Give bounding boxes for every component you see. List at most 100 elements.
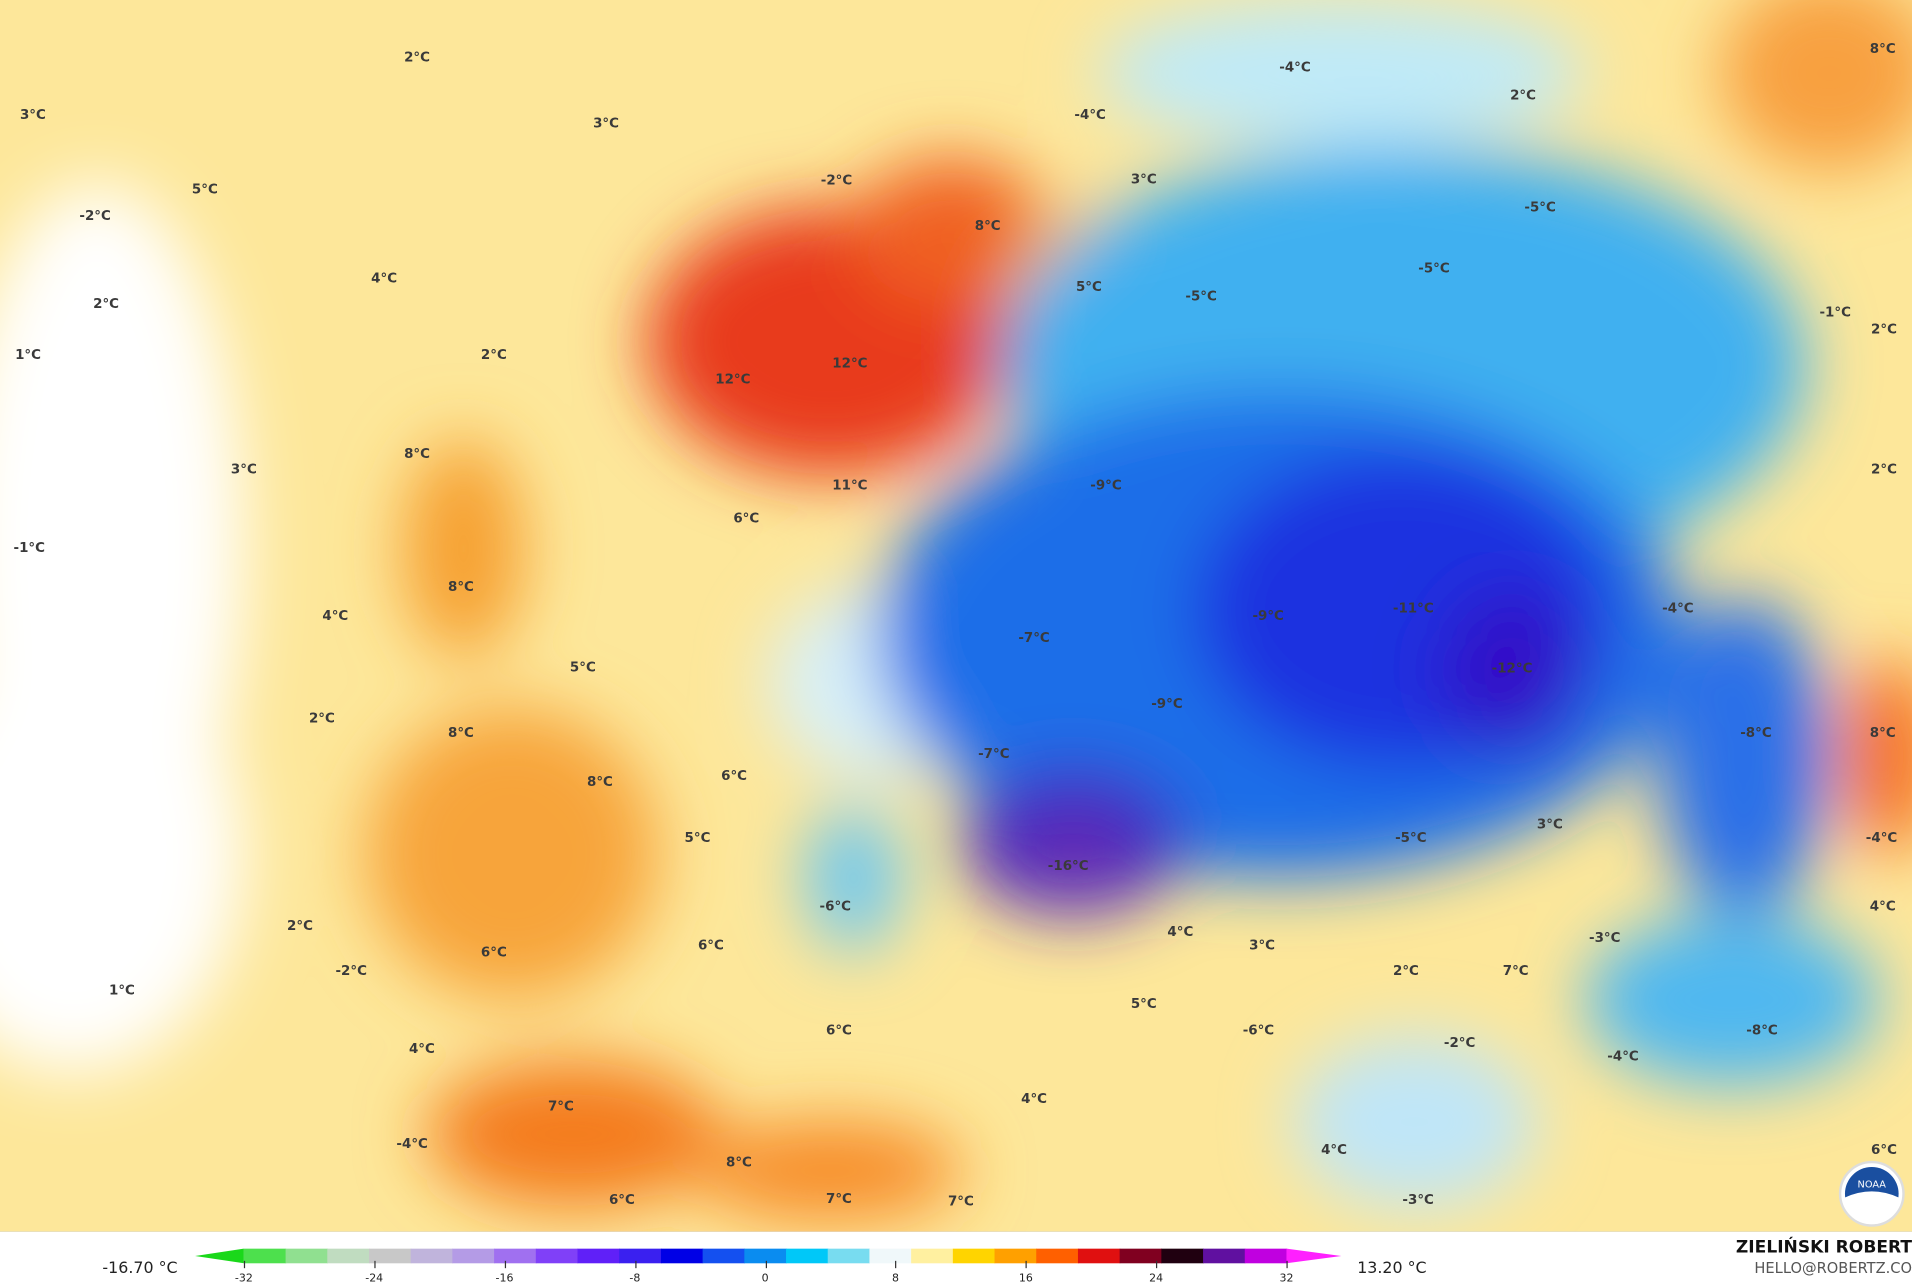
temperature-label: 7°C	[947, 1193, 974, 1210]
colorbar-segment	[1077, 1248, 1121, 1264]
tick-mark	[374, 1260, 376, 1269]
temperature-label: 5°C	[191, 181, 218, 197]
temperature-label: -4°C	[1607, 1048, 1639, 1064]
temperature-label: -4°C	[396, 1135, 428, 1152]
tick-mark	[1156, 1260, 1158, 1269]
temperature-label: 7°C	[1502, 962, 1529, 979]
temperature-label: 5°C	[684, 829, 711, 846]
temperature-label: 8°C	[1869, 724, 1896, 741]
temperature-label: 11°C	[832, 477, 868, 494]
colorbar-segment	[827, 1248, 871, 1264]
temperature-label: 6°C	[826, 1022, 852, 1039]
tick-label: -16	[495, 1273, 514, 1286]
tick-label: -24	[365, 1273, 384, 1286]
temperature-label: -2°C	[1443, 1034, 1476, 1051]
temperature-label: -9°C	[1252, 607, 1284, 624]
credit: ZIELIŃSKI ROBERT HELLO@ROBERTZ.CO	[1736, 1238, 1912, 1277]
temperature-label: 6°C	[1871, 1141, 1897, 1158]
temperature-label: 8°C	[974, 217, 1001, 234]
temperature-label: 5°C	[1130, 995, 1157, 1012]
legend-bar: -16.70 °C -32 -24 -16 -8 0 8 16 24 32 13.20 °C Z…	[0, 1231, 1912, 1287]
tick-mark	[1025, 1260, 1028, 1269]
temperature-label: 3°C	[230, 461, 257, 478]
temperature-label: -2°C	[79, 207, 111, 224]
temperature-label: 2°C	[404, 49, 430, 66]
colorbar-segment	[494, 1248, 537, 1264]
colorbar-segment	[994, 1248, 1037, 1264]
temperature-label: -5°C	[1524, 199, 1556, 216]
temperature-label: -5°C	[1395, 829, 1427, 846]
temperature-label: -4°C	[1074, 106, 1106, 123]
colorbar-segment	[243, 1248, 287, 1264]
temperature-label: 6°C	[608, 1191, 635, 1208]
colorbar-segment	[1203, 1248, 1246, 1264]
colorbar-segment	[1244, 1248, 1288, 1264]
temperature-label: -8°C	[1746, 1022, 1778, 1039]
tick-label: 24	[1149, 1273, 1164, 1286]
temperature-label: 12°C	[832, 355, 868, 372]
temperature-label: -2°C	[820, 172, 853, 189]
temperature-label: -4°C	[1662, 600, 1694, 617]
temperature-label: 3°C	[1249, 937, 1276, 953]
temperature-label: 4°C	[1869, 898, 1896, 914]
temperature-label: 12°C	[715, 371, 751, 388]
temperature-label: 4°C	[1021, 1090, 1047, 1107]
temperature-label: -4°C	[1865, 829, 1898, 846]
colorbar-max-arrow	[1286, 1248, 1342, 1264]
temperature-label: 2°C	[1393, 962, 1419, 979]
temperature-label: 3°C	[593, 115, 619, 132]
temperature-label: 8°C	[404, 445, 430, 462]
colorbar-segment	[619, 1248, 662, 1264]
colorbar-segment	[1161, 1248, 1204, 1264]
colorbar-min-arrow	[195, 1248, 244, 1264]
temperature-label: 2°C	[480, 346, 507, 363]
colorbar-segment	[786, 1248, 829, 1264]
colorbar	[195, 1248, 1342, 1264]
colorbar-segment	[1119, 1248, 1162, 1264]
temperature-label: 2°C	[93, 295, 120, 312]
temperature-label: -5°C	[1418, 260, 1450, 277]
temperature-label: -1°C	[1819, 304, 1851, 321]
temperature-label: 5°C	[569, 659, 596, 675]
tick-mark	[243, 1260, 246, 1269]
temperature-label: 8°C	[726, 1154, 752, 1171]
colorbar-segment	[660, 1248, 704, 1264]
temperature-anomaly-map: 2°C 3°C 3°C 5°C -2°C 2°C 4°C 1°C 2°C 3°C -1°C 8°C 8°…	[0, 0, 1912, 1233]
temperature-label: -12°C	[1491, 660, 1533, 677]
tick-label: 8	[892, 1273, 899, 1286]
temperature-label: 4°C	[322, 607, 349, 624]
noaa-logo: NOAA	[1838, 1160, 1905, 1227]
temperature-label: -7°C	[1018, 629, 1050, 646]
temperature-label: 6°C	[721, 767, 748, 784]
colorbar-segment	[410, 1248, 454, 1264]
tick-label: 0	[761, 1273, 769, 1286]
temperature-label: -4°C	[1279, 59, 1311, 75]
temperature-label: 4°C	[1167, 923, 1194, 940]
temperature-label: -6°C	[819, 898, 852, 914]
tick-mark	[1286, 1260, 1288, 1269]
tick-label: 16	[1018, 1273, 1033, 1286]
author-name: ZIELIŃSKI ROBERT	[1735, 1237, 1912, 1258]
temperature-label: -3°C	[1589, 929, 1621, 946]
tick-label: -32	[234, 1273, 253, 1286]
colorbar-segment	[952, 1248, 996, 1264]
tick-mark	[895, 1260, 897, 1269]
temperature-label: 4°C	[408, 1040, 435, 1057]
temperature-label: -5°C	[1185, 288, 1217, 305]
tick-mark	[504, 1260, 506, 1269]
colorbar-segment	[327, 1248, 370, 1264]
temperature-label: 8°C	[447, 578, 474, 595]
temperature-label: 6°C	[697, 937, 724, 953]
temperature-label: 6°C	[733, 510, 760, 527]
temperature-label: 8°C	[586, 773, 613, 790]
svg-text:NOAA: NOAA	[1858, 1180, 1887, 1191]
temperature-label: 3°C	[1536, 816, 1563, 833]
colorbar-max-value: 13.20 °C	[1357, 1259, 1427, 1278]
colorbar-segment	[577, 1248, 620, 1264]
temperature-label: -11°C	[1392, 600, 1434, 617]
temperature-label: -1°C	[13, 539, 45, 556]
temperature-label: 8°C	[447, 724, 474, 741]
temperature-label: 2°C	[1510, 87, 1536, 104]
temperature-label: -9°C	[1151, 695, 1183, 712]
colorbar-segment	[368, 1248, 412, 1264]
